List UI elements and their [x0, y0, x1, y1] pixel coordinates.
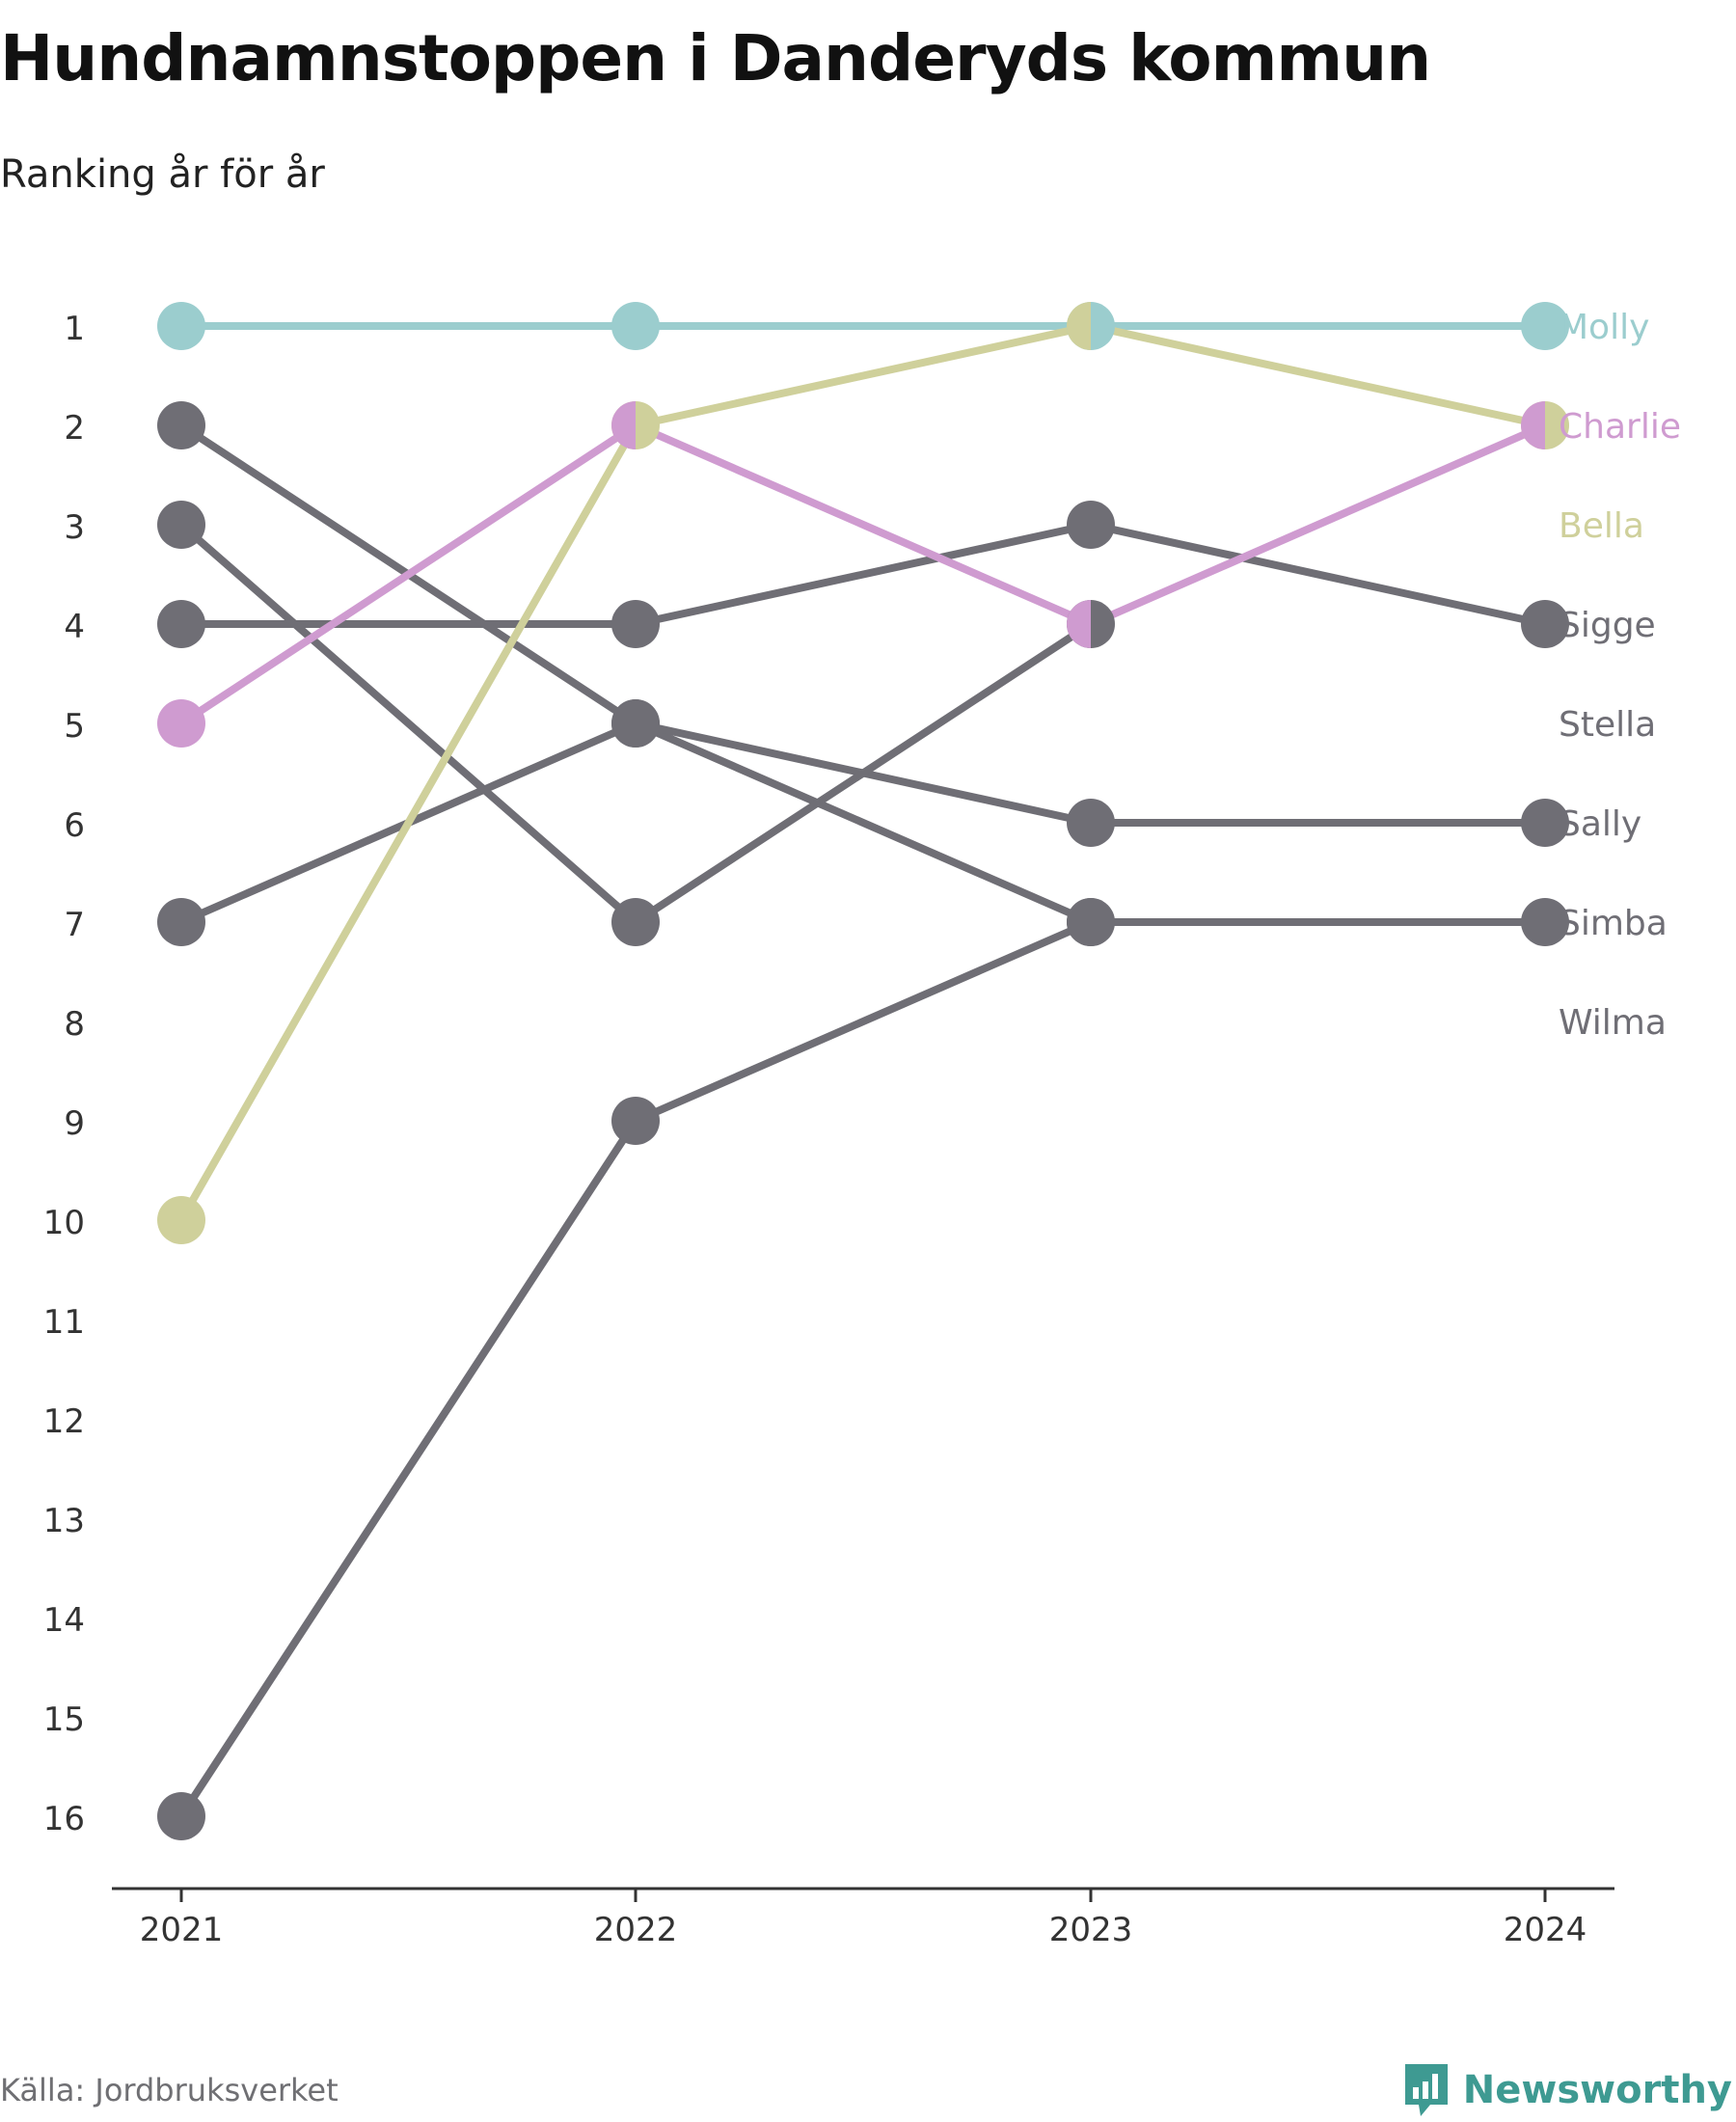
point-wilma [611, 898, 660, 946]
end-label-sally: Sally [1559, 804, 1641, 844]
point-simba [1067, 898, 1115, 946]
x-tick-label: 2022 [594, 1911, 678, 1949]
point-charlie [157, 699, 205, 748]
series-line-simba [177, 918, 1549, 1820]
y-tick-label: 7 [64, 906, 85, 944]
y-tick-label: 16 [43, 1800, 85, 1838]
brand-name: Newsworthy [1462, 2068, 1732, 2112]
y-tick-label: 6 [64, 806, 85, 845]
y-tick-label: 5 [64, 707, 85, 746]
point-sally [611, 699, 660, 748]
series-lines [177, 322, 1549, 1820]
series-line-charlie [177, 422, 1549, 727]
point-stella [157, 401, 205, 449]
point-sigge [157, 600, 205, 648]
series-line-bella [177, 322, 1549, 1224]
chart-subtitle: Ranking år för år [0, 152, 325, 197]
x-axis-ticks: 2021 2022 2023 2024 [140, 1889, 1587, 1949]
point-simba [157, 1792, 205, 1840]
point-molly [1521, 302, 1569, 350]
y-tick-label: 3 [64, 508, 85, 547]
y-tick-label: 1 [64, 310, 85, 348]
y-tick-label: 14 [43, 1601, 85, 1640]
end-label-stella: Stella [1559, 705, 1656, 745]
x-tick-label: 2021 [140, 1911, 224, 1949]
y-tick-label: 12 [43, 1402, 85, 1441]
y-tick-label: 10 [43, 1204, 85, 1242]
end-label-wilma: Wilma [1559, 1003, 1667, 1043]
point-charlie [1521, 401, 1545, 449]
point-sally [157, 898, 205, 946]
y-tick-label: 8 [64, 1005, 85, 1044]
series-line-sigge [177, 521, 1549, 628]
end-label-bella: Bella [1559, 506, 1644, 546]
point-bella [1067, 302, 1091, 350]
y-tick-label: 2 [64, 409, 85, 448]
point-bella [157, 1196, 205, 1244]
brand-logo: Newsworthy [1401, 2062, 1732, 2118]
point-sigge [1521, 600, 1569, 648]
series-end-labels: Molly Charlie Bella Sigge Stella Sally Simba Wi… [1559, 308, 1681, 1043]
end-label-molly: Molly [1559, 308, 1649, 347]
end-label-sigge: Sigge [1559, 606, 1656, 645]
point-simba [611, 1097, 660, 1145]
point-sigge [1067, 501, 1115, 549]
x-tick-label: 2024 [1504, 1911, 1587, 1949]
point-sally [1521, 799, 1569, 847]
point-sally [1067, 799, 1115, 847]
y-tick-label: 11 [43, 1303, 85, 1342]
point-simba [1521, 898, 1569, 946]
y-tick-label: 15 [43, 1700, 85, 1739]
series-line-stella [177, 422, 1095, 926]
point-molly [157, 302, 205, 350]
source-note: Källa: Jordbruksverket [0, 2072, 339, 2108]
series-points [157, 302, 1569, 1840]
point-sigge [611, 600, 660, 648]
y-tick-label: 13 [43, 1502, 85, 1540]
point-molly [611, 302, 660, 350]
end-label-charlie: Charlie [1559, 407, 1681, 447]
y-tick-label: 9 [64, 1104, 85, 1143]
y-tick-label: 4 [64, 608, 85, 646]
point-wilma [157, 501, 205, 549]
point-charlie [611, 401, 636, 449]
x-tick-label: 2023 [1049, 1911, 1133, 1949]
point-charlie [1067, 600, 1091, 648]
newsworthy-logo-icon [1404, 2064, 1448, 2116]
chart-title: Hundnamnstoppen i Danderyds kommun [0, 21, 1431, 95]
end-label-simba: Simba [1559, 904, 1668, 943]
